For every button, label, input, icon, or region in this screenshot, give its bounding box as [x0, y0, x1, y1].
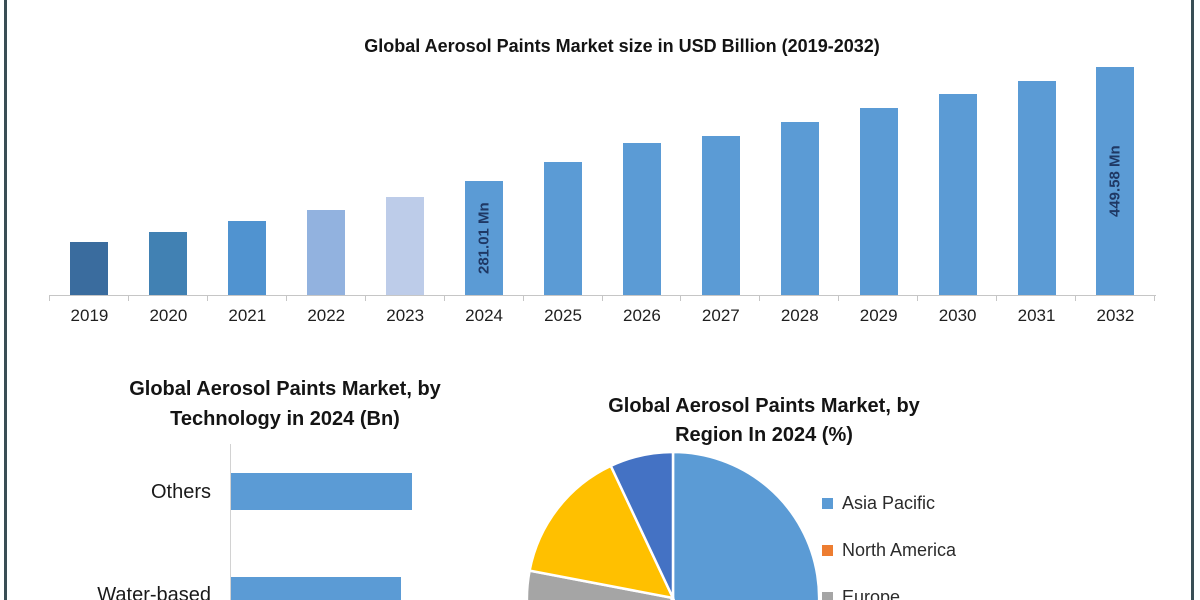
x-axis-label: 2028: [780, 306, 819, 325]
category-label-others: Others: [150, 481, 211, 503]
axis-tick: [601, 296, 603, 301]
bar-slot: [50, 0, 129, 295]
legend-label: North America: [842, 540, 957, 560]
axis-tick: [285, 296, 287, 301]
x-axis-label: 2021: [228, 306, 267, 325]
technology-title-line1: Global Aerosol Paints Market, by: [129, 378, 441, 400]
x-axis-label: 2026: [623, 306, 661, 325]
bar-2031: [1017, 81, 1056, 295]
x-axis-label: 2020: [149, 306, 188, 325]
market-size-x-axis-line: [49, 295, 1156, 296]
bar-2025: [543, 162, 582, 295]
bar-slot: [760, 0, 839, 295]
category-label-water-based: Water-based: [97, 584, 211, 600]
bar-2024: 281.01 Mn: [465, 181, 504, 295]
legend-item-asia-pacific: Asia Pacific: [822, 493, 935, 514]
technology-title-line2: Technology in 2024 (Bn): [170, 408, 400, 430]
bar-2026: [622, 143, 661, 295]
axis-tick: [522, 296, 524, 301]
axis-tick: [49, 296, 50, 301]
technology-category-axis-line: [230, 444, 231, 600]
legend-item-north-america: North America: [822, 540, 956, 561]
x-axis-label: 2024: [465, 306, 503, 325]
market-size-x-axis-labels: 2019 2020 2021 2022 2023 2024 2025 2026 2027 2028…: [50, 306, 1155, 326]
x-axis-label: 2022: [307, 306, 346, 325]
bar-slot: 449.58 Mn: [1076, 0, 1155, 295]
axis-tick: [364, 296, 366, 301]
bar-2022: [307, 210, 346, 295]
bar-slot: [129, 0, 208, 295]
bar-2030: [938, 94, 977, 295]
bar-slot: [997, 0, 1076, 295]
axis-tick: [1075, 296, 1077, 301]
bar-slot: [918, 0, 997, 295]
left-border-line: [4, 0, 7, 600]
axis-tick: [838, 296, 840, 301]
axis-tick: [206, 296, 208, 301]
axis-tick: [127, 296, 129, 301]
pie-slice-unlabeled-4: [609, 450, 675, 600]
bar-water-based: [231, 577, 401, 600]
market-size-plot-area: 281.01 Mn 449.58 Mn: [50, 0, 1155, 295]
x-axis-label: 2027: [701, 306, 740, 325]
bar-2023: [386, 197, 425, 295]
axis-tick: [759, 296, 761, 301]
bar-2021: [228, 221, 267, 295]
bar-slot: [524, 0, 603, 295]
bar-slot: [287, 0, 366, 295]
region-title-line1: Global Aerosol Paints Market, by: [608, 395, 920, 417]
x-axis-label: 2019: [70, 306, 109, 325]
bar-2029: [859, 108, 898, 295]
bar-2020: [149, 232, 188, 295]
axis-tick: [917, 296, 919, 301]
legend-swatch: [822, 592, 833, 600]
x-axis-label: 2025: [544, 306, 582, 325]
bar-2019: [70, 242, 109, 295]
x-axis-label: 2031: [1017, 306, 1056, 325]
axis-tick: [443, 296, 445, 301]
x-axis-label: 2023: [386, 306, 425, 325]
legend-swatch: [822, 498, 833, 509]
bar-slot: [602, 0, 681, 295]
bar-slot: [681, 0, 760, 295]
market-size-chart-title: Global Aerosol Paints Market size in USD…: [364, 36, 880, 56]
bar-slot: [366, 0, 445, 295]
x-axis-label: 2030: [938, 306, 977, 325]
legend-label: Europe: [842, 587, 901, 600]
x-axis-label: 2029: [859, 306, 898, 325]
bar-2028: [780, 122, 819, 295]
bar-others: [231, 473, 412, 510]
axis-tick: [680, 296, 682, 301]
bar-slot: [839, 0, 918, 295]
region-pie-title: Global Aerosol Paints Market, by Region …: [564, 392, 964, 450]
region-pie: [525, 450, 821, 600]
x-axis-label: 2032: [1096, 306, 1135, 325]
axis-tick: [1154, 296, 1155, 301]
bar-slot: [208, 0, 287, 295]
bar-slot: 281.01 Mn: [445, 0, 524, 295]
right-border-line: [1191, 0, 1194, 600]
bar-2032: 449.58 Mn: [1096, 67, 1135, 295]
legend-swatch: [822, 545, 833, 556]
technology-chart-title: Global Aerosol Paints Market, by Technol…: [85, 374, 485, 434]
bar-2027: [701, 136, 740, 295]
legend-item-europe: Europe: [822, 587, 900, 600]
pie-slice-asia-pacific: [671, 450, 821, 600]
region-title-line2: Region In 2024 (%): [675, 424, 853, 446]
legend-label: Asia Pacific: [842, 493, 936, 513]
axis-tick: [996, 296, 998, 301]
pie-slice-unlabeled-3: [528, 464, 675, 600]
